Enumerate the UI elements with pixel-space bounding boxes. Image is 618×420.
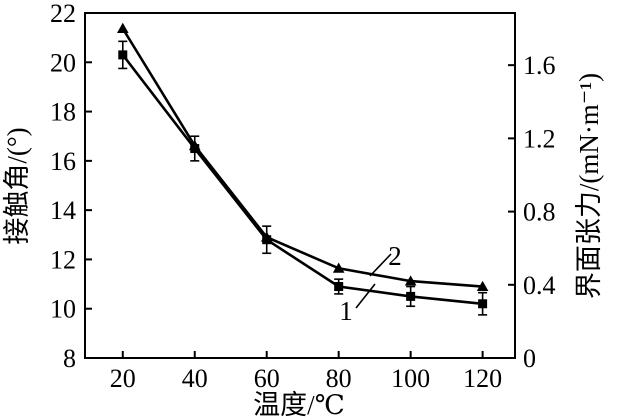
left-axis-tick-label: 18 (50, 98, 76, 127)
left-axis-tick-label: 20 (50, 48, 76, 77)
series-2-line (121, 27, 483, 288)
series-2-marker-triangle (260, 231, 273, 242)
series-2-marker-triangle (476, 280, 489, 292)
left-axis-tick-label: 22 (50, 0, 76, 28)
right-axis-tick-label: 1.2 (523, 124, 556, 153)
curve-label-leader-1 (355, 283, 376, 309)
right-axis-tick-label: 0 (523, 344, 536, 373)
x-axis-tick-label: 20 (110, 364, 136, 393)
left-axis-tick-label: 8 (63, 344, 76, 373)
series-1-marker-square (406, 291, 416, 301)
series-1-marker-square (478, 299, 488, 309)
curve-label-1: 1 (339, 296, 353, 326)
right-axis-tick-label: 1.6 (523, 51, 556, 80)
left-axis-tick-label: 10 (50, 295, 76, 324)
x-axis-tick-label: 60 (254, 364, 280, 393)
x-axis-tick-label: 80 (326, 364, 352, 393)
left-axis-tick-label: 12 (50, 245, 76, 274)
x-axis-tick-label: 40 (182, 364, 208, 393)
right-axis-tick-label: 0.4 (523, 271, 556, 300)
plot-box (84, 12, 516, 359)
series-2-marker-triangle (188, 139, 201, 151)
curve-label-leader-2 (369, 253, 392, 277)
series-2-marker-triangle (404, 275, 417, 286)
left-axis-tick-label: 16 (50, 147, 76, 176)
x-axis-title: 温度/℃ (253, 390, 345, 420)
right-axis-title: 界面张力/(mN·m⁻¹) (574, 73, 604, 299)
left-axis-title: 接触角/(°) (2, 127, 32, 244)
x-axis-tick-label: 120 (463, 364, 502, 393)
right-axis-tick-label: 0.8 (523, 198, 556, 227)
series-2-marker-triangle (332, 262, 345, 273)
series-2-marker-triangle (116, 22, 129, 33)
curve-label-2: 2 (388, 241, 402, 271)
series-1-marker-square (118, 50, 128, 60)
series-1-line (121, 54, 483, 306)
left-axis-tick-label: 14 (50, 196, 76, 225)
x-axis-tick-label: 100 (391, 364, 430, 393)
series-1-marker-square (334, 282, 344, 292)
